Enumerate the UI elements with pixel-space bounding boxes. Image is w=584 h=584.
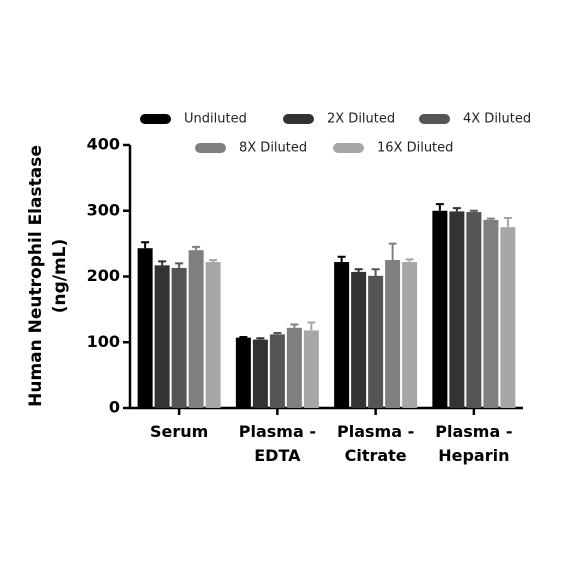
x-tick-label: Plasma - Citrate (337, 422, 415, 465)
legend-swatch (333, 143, 364, 153)
legend-swatch (283, 114, 314, 124)
bar (402, 262, 418, 408)
bar (303, 330, 319, 408)
legend-swatch (195, 143, 226, 153)
bar (483, 219, 499, 408)
error-bar (158, 260, 167, 266)
y-tick-label: 400 (87, 135, 120, 154)
bar (252, 339, 268, 408)
error-bar (354, 268, 363, 272)
y-axis-label: Human Neutrophil Elastase (ng/mL) (26, 145, 70, 407)
y-tick-label: 200 (87, 266, 120, 285)
bar (154, 265, 170, 408)
error-bar (371, 268, 380, 276)
error-bar (175, 262, 184, 268)
bar (334, 262, 350, 408)
bar (466, 212, 482, 408)
legend-label: Undiluted (184, 112, 247, 127)
error-bar (307, 321, 316, 331)
bar (188, 250, 204, 408)
x-tick-label: Plasma - Heparin (435, 422, 513, 465)
y-tick-label: 100 (87, 332, 120, 351)
legend-label: 4X Diluted (463, 112, 531, 127)
bar (500, 227, 516, 408)
bar (432, 210, 448, 408)
legend-label: 8X Diluted (239, 141, 307, 156)
legend-swatch (419, 114, 450, 124)
error-bar (209, 259, 218, 263)
error-bar (239, 335, 248, 338)
bar (171, 267, 187, 408)
bar (449, 211, 465, 408)
error-bar (405, 258, 414, 263)
bar (269, 334, 285, 408)
error-bar (435, 203, 444, 211)
bar (137, 248, 153, 408)
y-tick-label: 0 (109, 398, 120, 417)
bar (286, 327, 302, 408)
error-bar (388, 242, 397, 261)
error-bar (290, 323, 299, 328)
error-bar (503, 216, 512, 228)
legend-swatch (140, 114, 171, 124)
legend-label: 16X Diluted (377, 141, 453, 156)
bar (368, 275, 384, 408)
bar (385, 260, 401, 408)
error-bar (256, 337, 265, 340)
error-bar (141, 241, 150, 249)
bar (235, 337, 251, 408)
legend-label: 2X Diluted (327, 112, 395, 127)
error-bar (452, 207, 461, 212)
y-tick-label: 300 (87, 200, 120, 219)
x-tick-label: Plasma - EDTA (238, 422, 316, 465)
error-bar (469, 209, 478, 213)
error-bar (192, 245, 201, 251)
bar (205, 262, 221, 408)
error-bar (337, 255, 346, 263)
error-bar (486, 217, 495, 220)
x-tick-label: Serum (149, 422, 209, 441)
error-bar (273, 332, 282, 335)
bar (351, 271, 367, 408)
